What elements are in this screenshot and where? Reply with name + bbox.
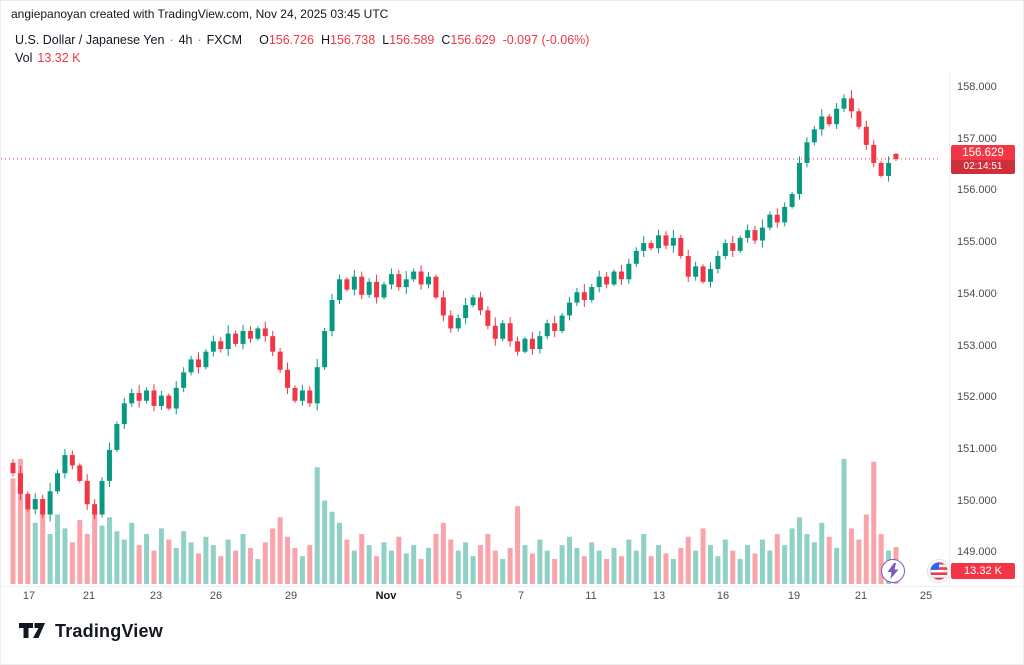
price-axis-label: 153.000 — [957, 339, 997, 352]
symbol-exchange: FXCM — [206, 33, 243, 47]
price-axis-label: 151.000 — [957, 442, 997, 455]
us-flag-icon-button[interactable] — [927, 559, 951, 583]
close-value: 156.629 — [450, 33, 496, 47]
price-axis-label: 154.000 — [957, 287, 997, 300]
attribution-text: angiepanoyan created with TradingView.co… — [11, 7, 389, 21]
time-axis-label: 25 — [919, 590, 933, 602]
time-axis-label: 29 — [284, 590, 298, 602]
symbol-legend[interactable]: U.S. Dollar / Japanese Yen · 4h · FXCM O156.7… — [15, 33, 589, 47]
tradingview-logo-icon — [19, 623, 45, 638]
volume-legend[interactable]: Vol 13.32 K — [15, 51, 80, 65]
ohlc-values: O156.726 H156.738 L156.589 C156.629 — [252, 33, 496, 47]
open-value: 156.726 — [268, 33, 314, 47]
close-label: C — [441, 33, 451, 47]
time-axis-label: 13 — [652, 590, 666, 602]
volume-axis-badge: 13.32 K — [951, 563, 1015, 579]
symbol-interval: 4h — [178, 33, 193, 47]
lightning-icon — [887, 563, 899, 579]
volume-label: Vol — [15, 51, 33, 65]
time-axis-label: 19 — [787, 590, 801, 602]
legend-separator: · — [169, 33, 174, 47]
price-axis-label: 158.000 — [957, 81, 997, 93]
volume-value: 13.32 K — [37, 51, 81, 65]
time-axis-label: Nov — [375, 590, 397, 602]
time-axis-label: 5 — [455, 590, 463, 602]
price-axis-label: 157.000 — [957, 132, 997, 145]
price-axis-label: 155.000 — [957, 236, 997, 249]
time-axis[interactable]: 17 21 23 26 29 Nov 5 7 11 13 16 19 21 25 — [1, 586, 949, 608]
high-value: 156.738 — [330, 33, 376, 47]
open-label: O — [259, 33, 269, 47]
change-value: -0.097 (-0.06%) — [502, 33, 590, 47]
price-axis-label: 152.000 — [957, 391, 997, 404]
time-axis-separator — [1, 586, 1023, 587]
symbol-title: U.S. Dollar / Japanese Yen — [15, 33, 165, 47]
last-price-badge: 156.629 02:14:51 — [951, 145, 1015, 174]
price-axis-label: 150.000 — [957, 494, 997, 507]
time-axis-label: 11 — [585, 590, 597, 602]
price-axis-separator — [949, 71, 950, 586]
time-axis-label: 21 — [854, 590, 868, 602]
last-price-value: 156.629 — [962, 147, 1004, 159]
legend-separator: · — [197, 33, 202, 47]
time-axis-label: 26 — [209, 590, 223, 602]
tradingview-logo[interactable]: TradingView — [17, 619, 163, 643]
price-axis[interactable]: 158.000 157.000 156.000 155.000 154.000 153.0… — [949, 1, 1023, 664]
low-label: L — [382, 33, 390, 47]
instant-order-button[interactable] — [881, 559, 905, 583]
price-axis-label: 156.000 — [957, 184, 997, 197]
time-axis-label: 17 — [22, 590, 36, 602]
time-axis-label: 21 — [82, 590, 96, 602]
price-axis-label: 149.000 — [957, 546, 997, 559]
bar-countdown: 02:14:51 — [951, 160, 1015, 174]
candlestick-volume-svg[interactable] — [1, 71, 949, 586]
low-value: 156.589 — [389, 33, 435, 47]
brand-text: TradingView — [55, 620, 163, 641]
time-axis-label: 23 — [149, 590, 163, 602]
us-flag-icon — [929, 561, 949, 581]
high-label: H — [321, 33, 331, 47]
time-axis-label: 16 — [716, 590, 730, 602]
time-axis-label: 7 — [517, 590, 525, 602]
